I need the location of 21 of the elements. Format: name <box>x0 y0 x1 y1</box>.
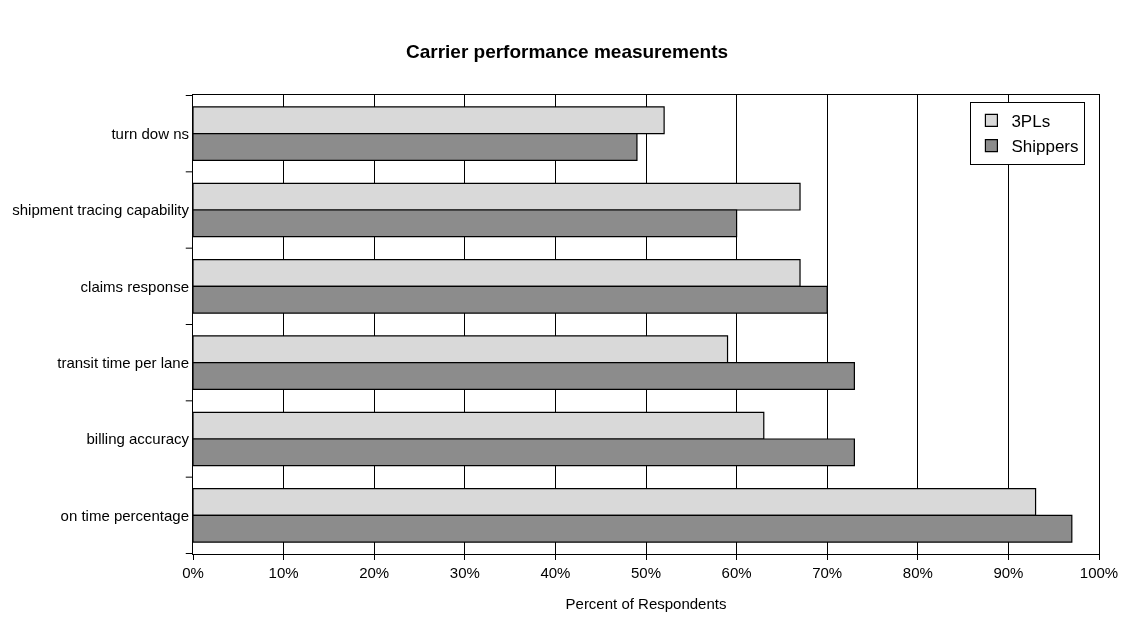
x-axis-title: Percent of Respondents <box>565 595 727 612</box>
x-tick-label: 80% <box>902 564 933 581</box>
y-tick-label: on time percentage <box>60 506 189 524</box>
y-tick-label: billing accuracy <box>86 430 190 448</box>
x-tick-label: 40% <box>540 564 571 581</box>
x-tick-label: 0% <box>182 564 204 581</box>
legend-label: 3PLs <box>1011 112 1051 132</box>
x-tick-label: 70% <box>812 564 843 581</box>
x-tick-label: 100% <box>1079 564 1119 581</box>
x-tick-label: 10% <box>268 564 299 581</box>
x-tick-label: 30% <box>449 564 480 581</box>
x-tick-label: 90% <box>993 564 1024 581</box>
y-tick-label: shipment tracing capability <box>12 201 190 219</box>
x-tick-label: 50% <box>630 564 662 581</box>
legend-label: Shippers <box>1011 137 1079 157</box>
y-tick-label: claims response <box>80 277 189 295</box>
chart-title: Carrier performance measurements <box>405 40 729 62</box>
y-tick-label: transit time per lane <box>57 353 189 371</box>
x-tick-label: 20% <box>359 564 390 581</box>
x-tick-label: 60% <box>721 564 752 581</box>
y-tick-label: turn dow ns <box>111 124 189 142</box>
